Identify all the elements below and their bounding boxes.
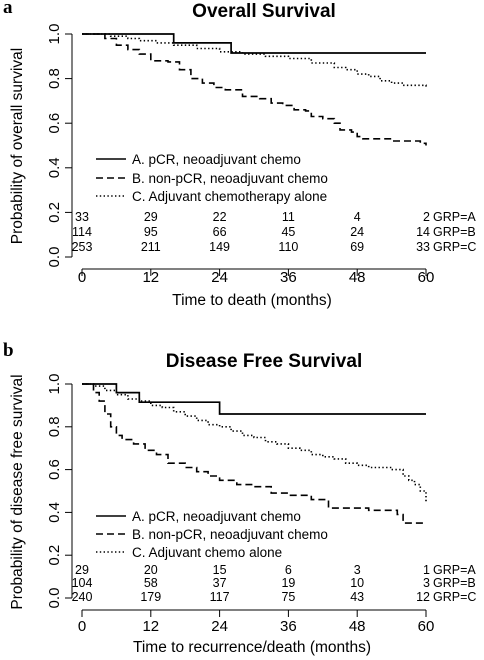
at-risk-value: 15	[213, 563, 227, 577]
series-line-a	[82, 383, 426, 415]
at-risk-group-label: GRP=A	[433, 210, 476, 224]
at-risk-value: 114	[72, 225, 92, 239]
x-tick-label: 60	[418, 269, 435, 286]
at-risk-value: 95	[144, 225, 158, 239]
x-tick-label: 24	[211, 269, 228, 286]
panel-letter: a	[3, 0, 13, 18]
legend-label: A. pCR, neoadjuvant chemo	[132, 509, 301, 524]
at-risk-value: 12	[416, 590, 430, 604]
legend-label: B. non-pCR, neoadjuvant chemo	[132, 527, 328, 542]
series-line-c	[82, 33, 427, 88]
y-tick-label: 0.0	[46, 588, 63, 609]
y-tick-label: 0.8	[46, 68, 63, 89]
y-tick-label: 0.8	[46, 416, 63, 437]
at-risk-value: 19	[281, 576, 295, 590]
at-risk-group-label: GRP=C	[433, 590, 476, 604]
at-risk-value: 14	[416, 225, 430, 239]
y-tick-label: 0.6	[46, 113, 63, 134]
at-risk-value: 1	[423, 563, 430, 577]
at-risk-value: 253	[72, 240, 93, 254]
x-tick-label: 48	[349, 618, 366, 635]
x-tick-label: 12	[142, 618, 159, 635]
legend-label: C. Adjuvant chemo alone	[132, 545, 282, 560]
panel-letter: b	[3, 340, 14, 361]
at-risk-value: 66	[213, 225, 227, 239]
series-line-b	[82, 383, 426, 524]
at-risk-value: 24	[350, 225, 364, 239]
at-risk-group-label: GRP=A	[433, 563, 476, 577]
y-tick-label: 0.6	[46, 459, 63, 480]
at-risk-group-label: GRP=C	[433, 240, 476, 254]
at-risk-group-label: GRP=B	[433, 225, 476, 239]
x-tick-label: 24	[211, 618, 228, 635]
at-risk-value: 149	[209, 240, 230, 254]
x-tick-label: 12	[142, 269, 159, 286]
at-risk-value: 22	[213, 210, 227, 224]
y-axis-label: Probability of disease free survival	[9, 374, 26, 609]
at-risk-value: 104	[72, 576, 93, 590]
series-line-a	[82, 33, 426, 54]
x-axis-label: Time to death (months)	[172, 292, 332, 309]
at-risk-value: 110	[278, 240, 298, 254]
y-tick-label: 1.0	[46, 374, 63, 395]
at-risk-value: 10	[350, 576, 364, 590]
legend-label: A. pCR, neoadjuvant chemo	[132, 152, 301, 167]
at-risk-value: 75	[281, 590, 295, 604]
at-risk-value: 179	[140, 590, 161, 604]
at-risk-value: 4	[354, 210, 361, 224]
at-risk-value: 240	[72, 590, 93, 604]
chart-title: Disease Free Survival	[166, 351, 362, 372]
x-tick-label: 36	[280, 618, 297, 635]
at-risk-value: 58	[144, 576, 158, 590]
y-tick-label: 0.4	[46, 502, 63, 523]
x-tick-label: 60	[418, 618, 435, 635]
at-risk-value: 2	[423, 210, 430, 224]
x-axis-label: Time to recurrence/death (months)	[133, 639, 371, 656]
x-tick-label: 48	[349, 269, 366, 286]
at-risk-value: 211	[141, 240, 161, 254]
x-tick-label: 0	[78, 618, 86, 635]
at-risk-value: 29	[75, 563, 89, 577]
panel-b: b Disease Free Survival 0.0 0.2 0.4 0.6 0.8 1.0…	[3, 340, 476, 656]
at-risk-value: 3	[354, 563, 361, 577]
at-risk-value: 3	[423, 576, 430, 590]
at-risk-value: 37	[213, 576, 227, 590]
x-tick-label: 0	[78, 269, 86, 286]
at-risk-value: 69	[350, 240, 364, 254]
at-risk-group-label: GRP=B	[433, 576, 476, 590]
at-risk-value: 6	[285, 563, 292, 577]
at-risk-value: 33	[416, 240, 430, 254]
y-tick-label: 0.2	[46, 202, 63, 223]
at-risk-value: 43	[350, 590, 364, 604]
legend-label: C. Adjuvant chemotherapy alone	[132, 189, 327, 204]
at-risk-value: 20	[144, 563, 158, 577]
y-tick-label: 0.4	[46, 157, 63, 178]
at-risk-value: 45	[281, 225, 295, 239]
y-axis-label: Probability of overall survival	[9, 48, 26, 244]
x-tick-label: 36	[280, 269, 297, 286]
at-risk-value: 11	[282, 210, 295, 224]
series-line-c	[82, 383, 427, 502]
at-risk-value: 29	[144, 210, 158, 224]
y-tick-label: 1.0	[46, 24, 63, 45]
series-line-b	[82, 33, 427, 146]
y-tick-label: 0.2	[46, 545, 63, 566]
at-risk-value: 33	[75, 210, 89, 224]
legend-label: B. non-pCR, neoadjuvant chemo	[132, 171, 328, 186]
y-tick-label: 0.0	[46, 247, 63, 268]
at-risk-value: 117	[210, 590, 230, 604]
chart-title: Overall Survival	[192, 1, 336, 22]
